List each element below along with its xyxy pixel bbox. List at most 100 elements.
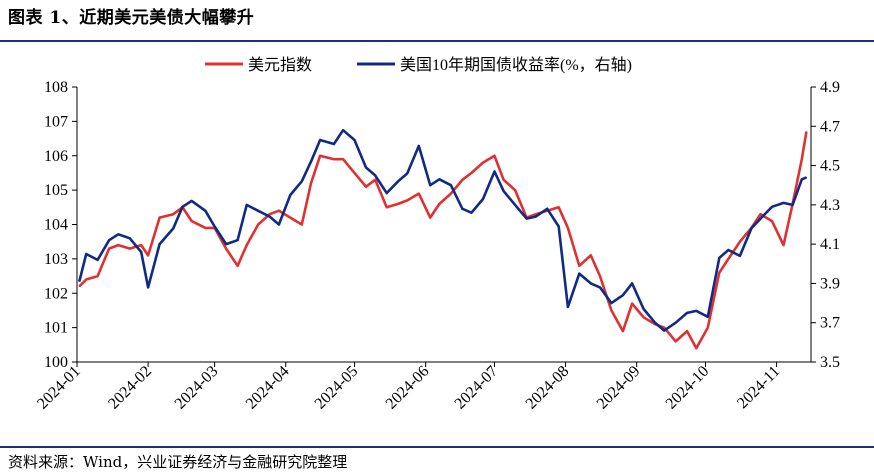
usd-index-point	[301, 223, 303, 226]
x-tick-label: 2024-07	[452, 363, 502, 413]
usd-index-point	[535, 213, 537, 215]
usd-index-point	[204, 227, 206, 229]
treasury-yield-point	[526, 218, 528, 220]
treasury-yield-point	[792, 204, 794, 206]
usd-index-point	[278, 210, 280, 212]
usd-index-point	[333, 158, 335, 160]
treasury-yield-point	[482, 198, 484, 200]
treasury-yield-point	[386, 192, 388, 194]
usd-index-point	[718, 272, 720, 274]
treasury-yield-point	[214, 225, 216, 228]
treasury-yield-point	[429, 184, 431, 186]
usd-index-point	[117, 244, 119, 246]
usd-index-point	[172, 213, 174, 215]
treasury-yield-point	[801, 178, 803, 180]
usd-index-point	[643, 316, 645, 318]
treasury-yield-point	[289, 194, 291, 196]
treasury-yield-point	[397, 180, 399, 182]
usd-index-point	[429, 217, 431, 219]
usd-index-point	[289, 217, 291, 219]
legend: 美元指数 美国10年期国债收益率(%，右轴)	[205, 56, 632, 74]
treasury-yield-point	[204, 210, 206, 212]
usd-index-point	[514, 189, 516, 191]
treasury-yield-point	[342, 129, 344, 131]
x-tick-label: 2024-08	[523, 363, 573, 413]
usd-index-point	[147, 254, 149, 256]
treasury-yield-point	[225, 243, 227, 245]
treasury-yield-point	[246, 204, 248, 206]
treasury-yield-point	[750, 227, 753, 229]
usd-index-point	[129, 248, 131, 250]
treasury-yield-point	[333, 143, 335, 145]
treasury-yield-point	[782, 202, 785, 204]
usd-index-point	[257, 223, 259, 226]
usd-index-point	[108, 248, 110, 250]
usd-index-point	[374, 179, 376, 181]
usd-index-point	[85, 278, 87, 281]
usd-index-point	[397, 203, 399, 205]
usd-index-point	[140, 244, 142, 246]
treasury-yield-point	[622, 294, 624, 296]
legend-label-yield: 美国10年期国债收益率(%，右轴)	[400, 56, 632, 74]
treasury-yield-point	[663, 330, 665, 332]
usd-index-line	[78, 131, 808, 350]
treasury-yield-point	[406, 172, 408, 174]
treasury-yield-point	[727, 249, 730, 251]
right-tick-label: 4.3	[820, 197, 840, 214]
treasury-yield-line	[78, 128, 807, 332]
left-tick-label: 108	[44, 79, 68, 96]
treasury-yield-point	[461, 208, 463, 210]
left-tick-label: 102	[44, 285, 68, 302]
treasury-yield-point	[675, 322, 677, 324]
treasury-yield-point	[278, 223, 280, 226]
treasury-yield-point	[514, 204, 516, 206]
x-tick-label: 2024-03	[172, 363, 222, 413]
treasury-yield-point	[374, 174, 376, 176]
treasury-yield-point	[418, 145, 420, 147]
right-tick-label: 3.5	[820, 354, 840, 371]
treasury-yield-point	[257, 210, 259, 212]
treasury-yield-point	[301, 180, 303, 182]
treasury-yield-point	[310, 161, 312, 163]
treasury-yield-point	[567, 306, 569, 308]
left-tick-label: 107	[44, 113, 68, 130]
usd-index-point	[707, 327, 709, 329]
legend-label-usd: 美元指数	[248, 56, 312, 74]
right-tick-label: 4.9	[820, 79, 840, 96]
treasury-yield-point	[558, 225, 560, 228]
left-tick-label: 105	[44, 182, 68, 199]
treasury-yield-point	[181, 206, 184, 208]
usd-index-point	[225, 248, 227, 250]
source-note: 资料来源：Wind，兴业证券经济与金融研究院整理	[8, 453, 348, 471]
usd-index-point	[759, 213, 762, 215]
usd-index-point	[461, 179, 463, 181]
usd-index-point	[418, 193, 420, 195]
x-tick-label: 2024-04	[243, 363, 293, 413]
treasury-yield-point	[590, 282, 592, 284]
treasury-yield-point	[493, 170, 496, 173]
treasury-yield-point	[686, 312, 688, 314]
treasury-yield-point	[707, 316, 709, 318]
usd-index-point	[631, 303, 633, 305]
right-tick-label: 4.7	[820, 118, 840, 135]
usd-index-point	[310, 182, 312, 184]
usd-index-point	[159, 217, 161, 219]
x-tick-label: 2024-05	[312, 363, 362, 413]
usd-index-point	[590, 254, 592, 256]
treasury-yield-point	[695, 310, 697, 312]
usd-index-point	[599, 275, 601, 277]
usd-index-point	[269, 213, 271, 215]
usd-index-point	[558, 206, 560, 208]
usd-index-point	[695, 347, 697, 349]
left-tick-label: 104	[44, 217, 68, 234]
usd-index-point	[450, 193, 452, 195]
usd-index-point	[353, 172, 356, 174]
treasury-yield-point	[450, 184, 452, 186]
treasury-yield-point	[546, 208, 548, 210]
left-tick-label: 106	[44, 148, 68, 165]
treasury-yield-point	[191, 200, 193, 202]
usd-index-point	[675, 340, 677, 342]
usd-index-point	[771, 220, 773, 222]
treasury-yield-point	[739, 255, 741, 257]
treasury-yield-point	[503, 190, 505, 192]
